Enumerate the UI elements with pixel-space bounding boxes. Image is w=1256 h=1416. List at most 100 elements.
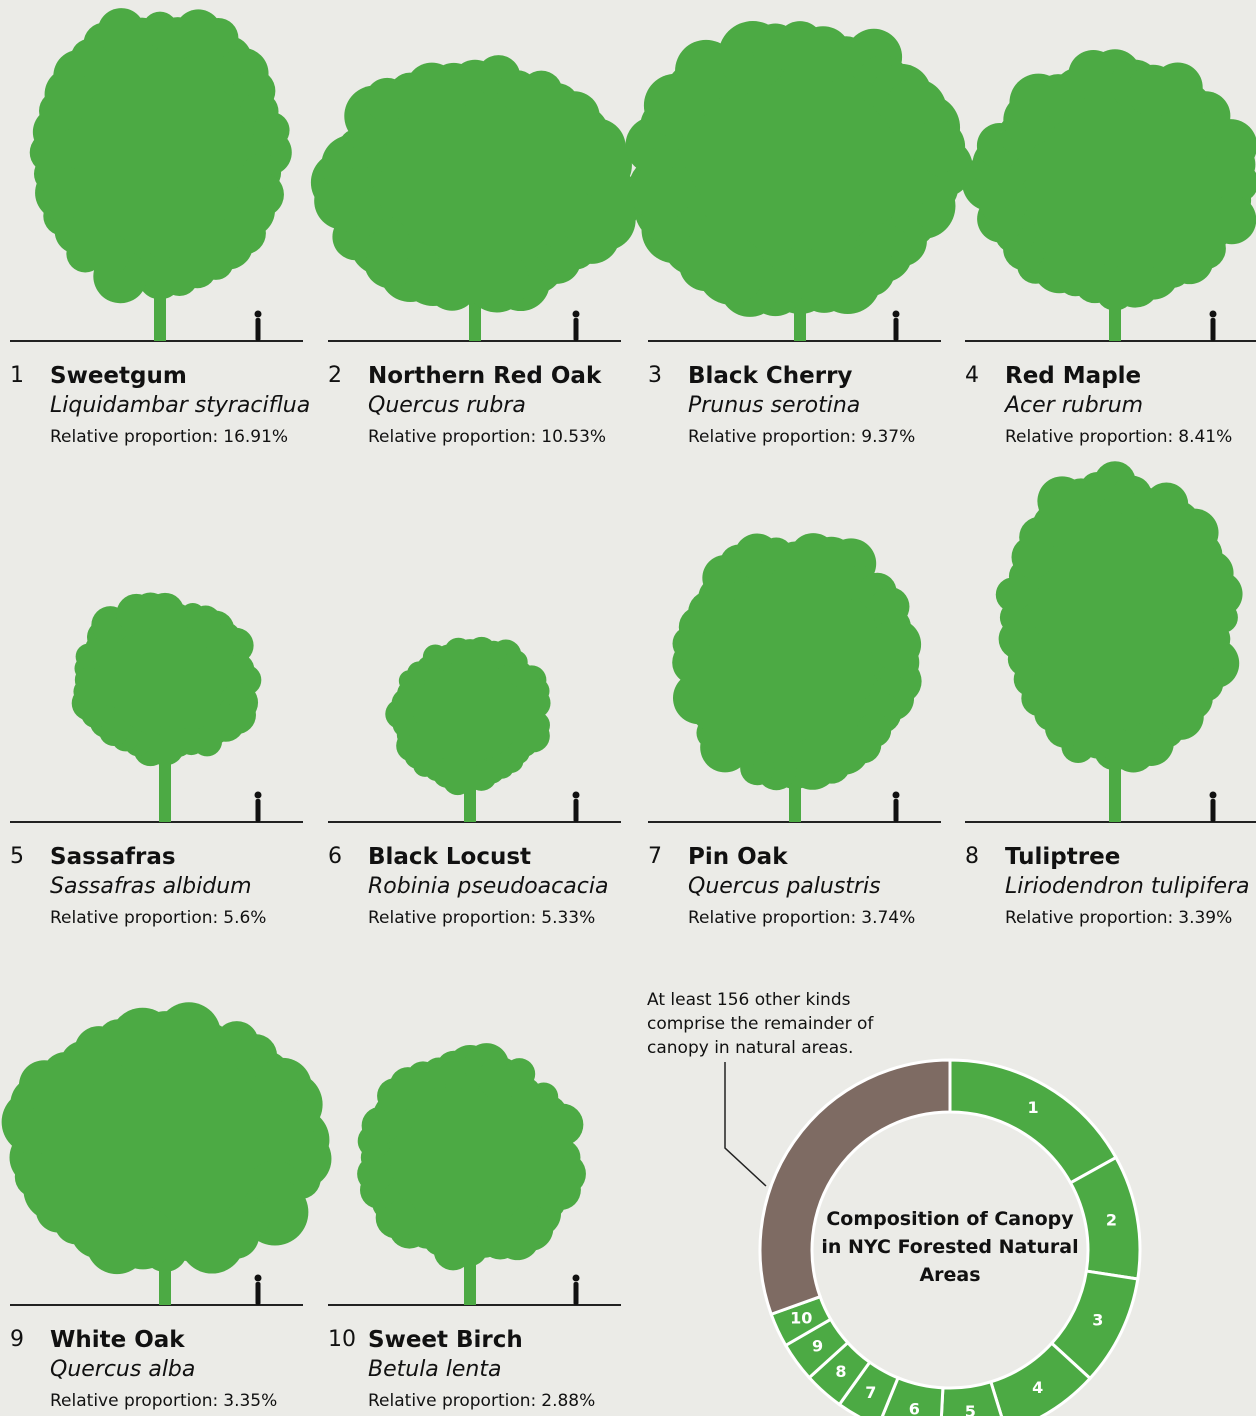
crown bbox=[1009, 483, 1221, 752]
proportion: Relative proportion: 2.88% bbox=[368, 1391, 595, 1411]
proportion-label: Relative proportion: bbox=[1005, 908, 1174, 928]
proportion-label: Relative proportion: bbox=[50, 1391, 219, 1411]
tree-scientific: Acer rubrum bbox=[1005, 393, 1144, 418]
tree-card: 6 Black Locust Robinia pseudoacacia Relativ… bbox=[328, 844, 628, 944]
crown-leaf bbox=[224, 654, 255, 684]
tree-rank: 7 bbox=[648, 844, 662, 869]
crown-leaf bbox=[1197, 571, 1243, 617]
proportion-value: 3.74% bbox=[861, 908, 916, 928]
tree-name: Tuliptree bbox=[1005, 844, 1121, 870]
donut-title: Composition of Canopy in NYC Forested Na… bbox=[821, 1208, 1079, 1286]
proportion-label: Relative proportion: bbox=[1005, 427, 1174, 447]
person-head bbox=[254, 791, 262, 799]
person-head bbox=[892, 791, 900, 799]
person-head bbox=[572, 310, 580, 318]
proportion-value: 9.37% bbox=[861, 427, 916, 447]
proportion: Relative proportion: 5.33% bbox=[368, 908, 595, 928]
tree-rank: 10 bbox=[328, 1327, 356, 1352]
crown-leaf bbox=[1207, 140, 1256, 189]
leader-line bbox=[724, 1062, 767, 1187]
proportion: Relative proportion: 9.37% bbox=[688, 427, 915, 447]
segment-label: 2 bbox=[1106, 1211, 1117, 1230]
donut-segment bbox=[948, 1058, 1119, 1185]
proportion: Relative proportion: 16.91% bbox=[50, 427, 288, 447]
tree-rank: 8 bbox=[965, 844, 979, 869]
segment-label: 5 bbox=[965, 1402, 976, 1416]
tree-rank: 1 bbox=[10, 363, 24, 388]
tree-scientific: Robinia pseudoacacia bbox=[368, 874, 609, 899]
person-body bbox=[1210, 799, 1216, 822]
person-head bbox=[254, 310, 262, 318]
tree-name: Black Cherry bbox=[688, 363, 853, 389]
tree-name: Northern Red Oak bbox=[368, 363, 602, 389]
tree-name: Pin Oak bbox=[688, 844, 788, 870]
proportion-label: Relative proportion: bbox=[368, 908, 537, 928]
proportion-value: 2.88% bbox=[541, 1391, 596, 1411]
tree-name: Black Locust bbox=[368, 844, 532, 870]
proportion-value: 16.91% bbox=[223, 427, 289, 447]
donut-segment bbox=[758, 1058, 952, 1317]
tree-card: 10 Sweet Birch Betula lenta Relative propor… bbox=[328, 1327, 628, 1416]
proportion: Relative proportion: 8.41% bbox=[1005, 427, 1232, 447]
annotation: At least 156 other kinds comprise the re… bbox=[647, 990, 874, 1058]
proportion-value: 8.41% bbox=[1178, 427, 1233, 447]
person-body bbox=[573, 318, 579, 341]
tree-scientific: Quercus rubra bbox=[368, 393, 526, 418]
proportion-label: Relative proportion: bbox=[50, 908, 219, 928]
tree-card: 5 Sassafras Sassafras albidum Relative prop… bbox=[10, 844, 310, 944]
proportion-label: Relative proportion: bbox=[368, 1391, 537, 1411]
person-head bbox=[254, 1274, 262, 1282]
person-head bbox=[892, 310, 900, 318]
tree-name: Red Maple bbox=[1005, 363, 1142, 389]
tree-scientific: Sassafras albidum bbox=[50, 874, 252, 899]
proportion-value: 5.33% bbox=[541, 908, 596, 928]
segment-label: 10 bbox=[790, 1309, 812, 1328]
tree-name: Sassafras bbox=[50, 844, 176, 870]
proportion: Relative proportion: 5.6% bbox=[50, 908, 266, 928]
proportion-label: Relative proportion: bbox=[50, 427, 219, 447]
proportion-label: Relative proportion: bbox=[688, 427, 857, 447]
proportion-value: 3.39% bbox=[1178, 908, 1233, 928]
proportion-value: 5.6% bbox=[223, 908, 267, 928]
tree-rank: 2 bbox=[328, 363, 342, 388]
tree-rank: 5 bbox=[10, 844, 24, 869]
crown-leaf bbox=[519, 687, 551, 719]
tree-rank: 9 bbox=[10, 1327, 24, 1352]
person-body bbox=[255, 799, 261, 822]
tree-name: White Oak bbox=[50, 1327, 185, 1353]
crown-leaf bbox=[267, 1099, 315, 1146]
tree-scientific: Prunus serotina bbox=[688, 393, 861, 418]
tree-card: 1 Sweetgum Liquidambar styraciflua Relative… bbox=[10, 363, 310, 463]
person-body bbox=[573, 799, 579, 822]
segment-label: 3 bbox=[1092, 1310, 1103, 1329]
proportion-value: 3.35% bbox=[223, 1391, 278, 1411]
person-body bbox=[1210, 318, 1216, 341]
tree-card: 4 Red Maple Acer rubrum Relative proportion… bbox=[965, 363, 1256, 463]
proportion-value: 10.53% bbox=[541, 427, 607, 447]
tree-scientific: Betula lenta bbox=[368, 1357, 502, 1382]
proportion: Relative proportion: 3.39% bbox=[1005, 908, 1232, 928]
person-body bbox=[893, 799, 899, 822]
person-body bbox=[255, 318, 261, 341]
tree-scientific: Liriodendron tulipifera bbox=[1005, 874, 1250, 899]
person-body bbox=[255, 1282, 261, 1305]
tree-name: Sweet Birch bbox=[368, 1327, 523, 1353]
person-head bbox=[1209, 791, 1217, 799]
crown bbox=[45, 22, 275, 283]
tree-scientific: Quercus alba bbox=[50, 1357, 196, 1382]
person-head bbox=[1209, 310, 1217, 318]
person-body bbox=[893, 318, 899, 341]
segment-label: 1 bbox=[1028, 1098, 1039, 1117]
crown-leaf bbox=[538, 1125, 573, 1160]
proportion: Relative proportion: 3.74% bbox=[688, 908, 915, 928]
proportion-label: Relative proportion: bbox=[368, 427, 537, 447]
proportion: Relative proportion: 10.53% bbox=[368, 427, 606, 447]
person-head bbox=[572, 791, 580, 799]
crown bbox=[24, 1030, 306, 1250]
tree-card: 7 Pin Oak Quercus palustris Relative propor… bbox=[648, 844, 948, 944]
tree-card: 9 White Oak Quercus alba Relative proportio… bbox=[10, 1327, 310, 1416]
crown-leaf bbox=[870, 618, 922, 670]
proportion: Relative proportion: 3.35% bbox=[50, 1391, 277, 1411]
